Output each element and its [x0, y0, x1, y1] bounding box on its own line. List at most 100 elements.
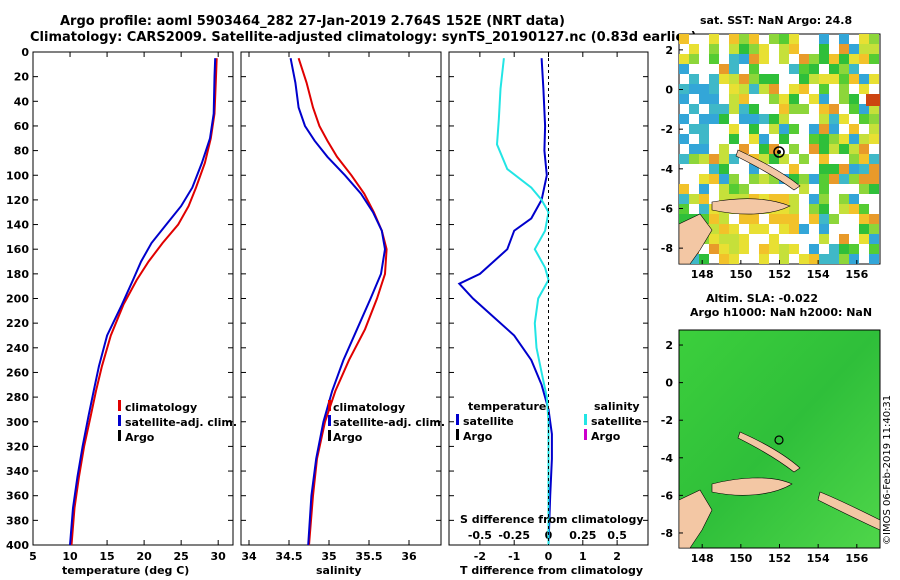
sst-cell [839, 234, 849, 244]
sst-cell [729, 184, 739, 194]
plot-frame-salinity [240, 51, 442, 546]
map-x-tick-label: 152 [768, 268, 791, 281]
y-tick-label: 200 [6, 293, 29, 306]
sst-land-png [678, 213, 713, 265]
legend-item-argo: Argo [118, 430, 237, 445]
sst-cell [709, 164, 719, 174]
x-tick-label: 20 [136, 550, 152, 563]
sst-cell [819, 44, 829, 54]
sst-cell [849, 124, 859, 134]
sst-cell [719, 154, 729, 164]
sst-cell [719, 184, 729, 194]
sst-cell [869, 104, 879, 114]
sst-cell [709, 54, 719, 64]
sst-cell [809, 54, 819, 64]
x-tick-label: 0 [545, 550, 553, 563]
y-tick-label: 360 [6, 490, 29, 503]
sst-cell [859, 144, 869, 154]
sst-cell [739, 44, 749, 54]
sst-cell [769, 194, 779, 204]
sst-cell [799, 104, 809, 114]
sst-cell [829, 144, 839, 154]
sst-cell [789, 34, 799, 44]
sst-cell [769, 154, 779, 164]
sst-cell [679, 134, 689, 144]
sst-cell [759, 44, 769, 54]
sst-cell [849, 134, 859, 144]
legend-item-satellite: satellite-adj. clim. [328, 415, 445, 430]
sst-cell [779, 94, 789, 104]
sst-cell [859, 234, 869, 244]
sst-cell [779, 134, 789, 144]
sst-cell [699, 254, 709, 264]
x-tick-label: 25 [173, 550, 188, 563]
sst-cell [689, 254, 699, 264]
sst-cell [739, 144, 749, 154]
sst-cell [789, 124, 799, 134]
sst-argo-location-marker [773, 146, 785, 158]
sst-cell [839, 194, 849, 204]
sst-cell [699, 144, 709, 154]
sst-cell [739, 244, 749, 254]
sst-cell [749, 174, 759, 184]
sst-cell [859, 104, 869, 114]
sst-cell [739, 234, 749, 244]
sst-cell [849, 44, 859, 54]
sst-cell [819, 114, 829, 124]
sst-cell [749, 44, 759, 54]
map-x-tick-label: 152 [768, 552, 791, 565]
sst-cell [759, 154, 769, 164]
sst-cell [849, 104, 859, 114]
sst-cell [779, 154, 789, 164]
sst-cell [709, 44, 719, 54]
sst-cell [739, 214, 749, 224]
sst-cell [789, 244, 799, 254]
legend-item-climatology: climatology [328, 400, 445, 415]
sst-cell [849, 174, 859, 184]
legend-swatch-red [328, 400, 331, 411]
sst-cell [729, 94, 739, 104]
sst-cell [679, 204, 689, 214]
sst-cell [829, 74, 839, 84]
sst-cell [839, 164, 849, 174]
sst-cell [759, 84, 769, 94]
sst-cell [849, 144, 859, 154]
sst-cell [719, 234, 729, 244]
sst-cell [799, 64, 809, 74]
sst-cell [689, 124, 699, 134]
x-tick-label: 34.5 [275, 550, 302, 563]
sst-cell [719, 194, 729, 204]
sst-cell [689, 84, 699, 94]
y-tick-label: 380 [6, 514, 29, 527]
sst-cell [779, 44, 789, 54]
sla-map-title-1: Altim. SLA: -0.022 [706, 292, 819, 305]
sst-cell [819, 254, 829, 264]
sst-cell [839, 84, 849, 94]
sst-cell [829, 124, 839, 134]
sst-cell [859, 174, 869, 184]
chart-title-line2: Climatology: CARS2009. Satellite-adjuste… [30, 30, 697, 45]
map-x-tick-label: 148 [691, 552, 714, 565]
sst-cell [819, 144, 829, 154]
sst-cell [739, 34, 749, 44]
sst-cell [869, 214, 879, 224]
sst-cell [759, 114, 769, 124]
sst-cell [759, 174, 769, 184]
legend-swatch-blue [118, 415, 121, 426]
sla-land-png [678, 489, 713, 549]
sst-cell [839, 144, 849, 154]
y-tick-label: 300 [6, 416, 29, 429]
map-y-tick-label: -4 [661, 163, 674, 176]
sla-map [678, 329, 881, 549]
sst-cell [819, 194, 829, 204]
sst-cell [809, 194, 819, 204]
map-y-tick-label: 0 [665, 377, 673, 390]
sst-cell [689, 194, 699, 204]
sst-cell [759, 144, 769, 154]
sst-cell [849, 164, 859, 174]
x-tick-label: -2 [474, 550, 486, 563]
sst-cell [709, 34, 719, 44]
sst-cell [749, 224, 759, 234]
sst-cell [699, 184, 709, 194]
salinity-legend: climatology satellite-adj. clim. Argo [328, 400, 445, 445]
